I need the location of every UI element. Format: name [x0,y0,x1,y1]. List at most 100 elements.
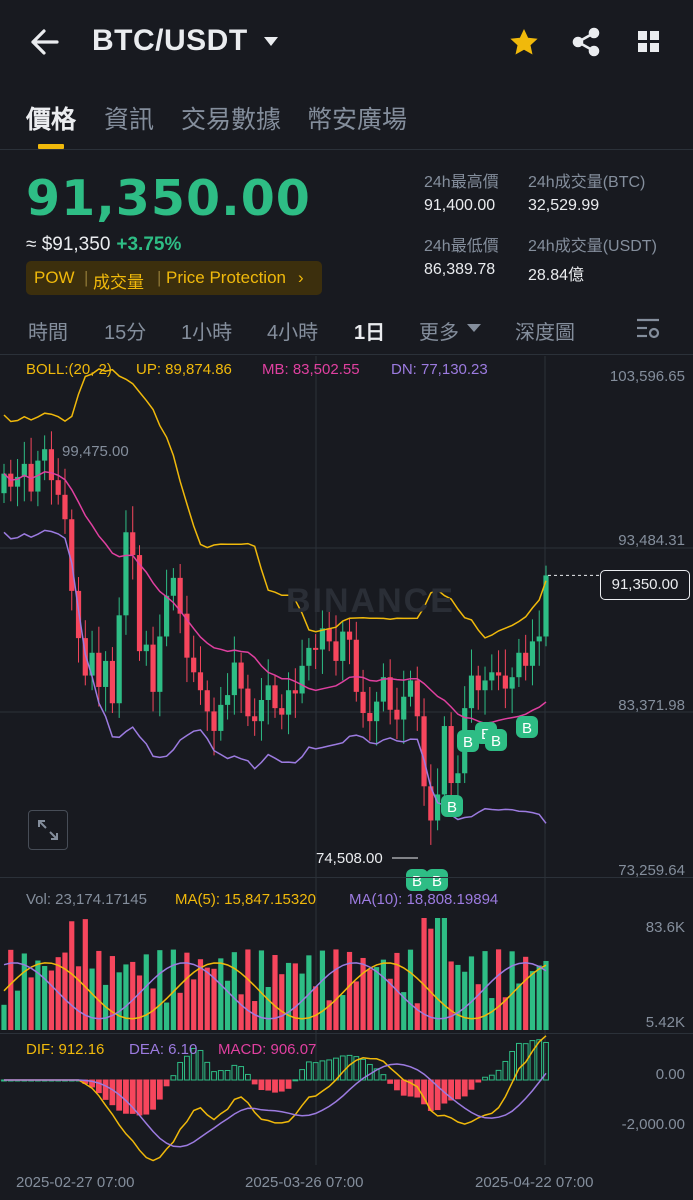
interval-1d[interactable]: 1日 [354,322,386,344]
tag-separator: | [157,268,162,287]
volume-bar [204,967,210,1030]
interval-more[interactable]: 更多 [419,322,459,344]
tag-volume[interactable]: 成交量 [93,273,144,292]
volume-divider [0,877,693,878]
fullscreen-icon[interactable] [28,810,68,850]
candle-body [170,577,176,596]
interval-15m[interactable]: 15分 [104,322,147,344]
volume-bar [536,965,542,1030]
interval-depth[interactable]: 深度圖 [515,322,575,344]
candle-body [48,449,55,481]
volume-bar [150,988,156,1030]
tab-binance-square[interactable]: 幣安廣場 [307,106,408,134]
candle-body [353,639,359,692]
macd-histogram-bar [68,1079,75,1082]
volume-ma5-line [3,962,547,1020]
interval-4h[interactable]: 4小時 [267,322,319,344]
macd-histogram-bar [346,1054,353,1081]
candle-body [279,708,285,715]
volume-bar [265,987,271,1030]
macd-histogram-bar [414,1079,421,1098]
buy-marker-label: B [463,734,473,751]
volume-bar [299,973,305,1030]
macd-histogram-bar [461,1079,468,1097]
candle-body [509,677,515,689]
interval-divider [0,354,693,355]
volume-bar [407,949,414,1030]
macd-histogram-bar [1,1079,7,1082]
pair-title[interactable]: BTC/USDT [92,24,248,57]
macd-histogram-bar [509,1050,516,1081]
candle-body [475,675,481,691]
candle-body [299,665,305,694]
candle-body [374,701,380,722]
volume-bar [245,949,251,1030]
candle-body [285,690,292,715]
candle-body [116,615,122,704]
buy-marker-icon [406,869,428,891]
tag-price-protection[interactable]: Price Protection [166,268,286,287]
candle-body [8,473,14,487]
back-arrow-icon[interactable] [0,0,693,90]
tag-bar[interactable]: POW | 成交量 | Price Protection › [26,261,322,295]
macd-histogram-bar [116,1079,123,1111]
macd-histogram-bar [251,1079,258,1085]
macd-histogram-bar [136,1079,143,1116]
macd-dea-line [4,1063,547,1148]
stat-vol-usdt-value: 28.84億 [528,267,585,284]
price-axis-mid2: 83,371.98 [618,697,685,714]
interval-1h[interactable]: 1小時 [181,322,233,344]
macd-histogram-bar [536,1039,543,1081]
macd-histogram-bar [292,1079,299,1082]
macd-histogram-bar [258,1079,265,1091]
volume-bar [62,952,68,1030]
macd-histogram-bar [204,1061,211,1081]
volume-bar [394,952,400,1030]
candle-body [89,652,95,676]
candle-body [143,644,149,652]
macd-histogram-bar [394,1079,400,1091]
date-label-1: 2025-02-27 07:00 [16,1174,135,1191]
interval-time[interactable]: 時間 [28,322,68,344]
candle-body [313,647,319,650]
candle-body [435,794,441,821]
volume-bar [21,953,27,1030]
volume-bar [313,986,319,1030]
macd-histogram-bar [184,1055,190,1081]
stat-vol-btc-value: 32,529.99 [528,197,600,214]
macd-histogram-bar [366,1063,373,1081]
macd-dea: DEA: 6.10 [129,1041,198,1058]
volume-bar [1,1004,7,1030]
candle-body [252,716,258,722]
macd-histogram-bar [529,1040,536,1081]
macd-histogram-bar [231,1064,238,1081]
candle-body [543,575,549,637]
macd-histogram-bar [123,1079,129,1114]
macd-histogram-bar [211,1071,217,1081]
volume-bar [258,950,265,1030]
volume-bar [130,961,136,1030]
volume-bar [197,959,204,1030]
tab-price[interactable]: 價格 [26,106,77,134]
candle-body [407,680,414,697]
volume-bar [238,994,244,1030]
tab-info[interactable]: 資訊 [104,106,155,134]
stat-low-value: 86,389.78 [424,261,496,278]
tab-trading-data[interactable]: 交易數據 [181,106,282,134]
buy-marker-icon [475,722,497,744]
volume-bar [123,964,129,1030]
volume-bar [96,950,102,1030]
volume-value: Vol: 23,174.17145 [26,891,147,908]
macd-histogram-bar [421,1079,427,1105]
macd-histogram-bar [238,1066,245,1081]
macd-histogram-bar [150,1079,156,1110]
candle-body [21,463,27,477]
volume-bar [272,955,278,1030]
macd-histogram-bar [312,1062,319,1081]
macd-histogram-bar [272,1079,278,1093]
volume-bar [103,984,109,1030]
price-approx: ≈ $91,350 +3.75% [26,234,181,256]
tag-pow[interactable]: POW [34,268,75,287]
candle-body [523,652,529,666]
volume-bar [421,918,427,1030]
